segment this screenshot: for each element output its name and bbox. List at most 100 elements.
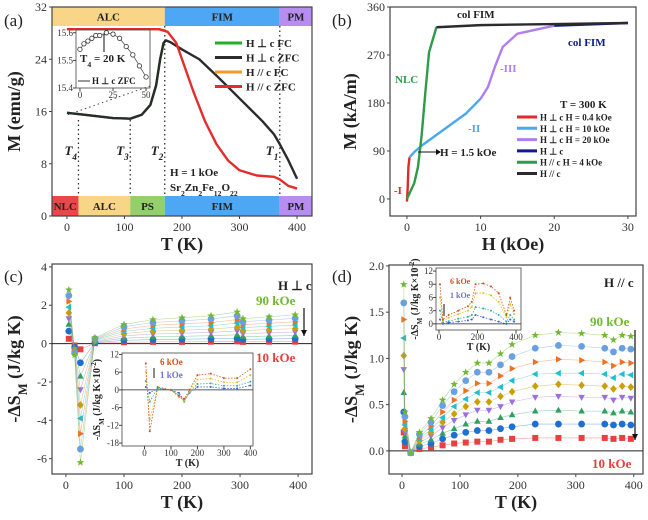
data-point: [579, 356, 586, 364]
y-tick-label: 1.0: [369, 351, 384, 365]
inset-data-point: [222, 377, 225, 380]
inset-pc: 0 100 200 300 400 -18 -12 -6 0 6 12 T (K) -ΔSM (J/kg…: [90, 349, 258, 469]
y-tick-label: 12: [424, 266, 433, 276]
data-point: [509, 365, 516, 372]
data-point: [618, 382, 626, 391]
data-point: [600, 331, 609, 339]
data-point: [207, 322, 214, 330]
data-point: [440, 408, 447, 416]
data-point: [239, 314, 247, 322]
annotation-90koe: 90 kOe: [256, 293, 296, 308]
panel-a: ALC FIM PM NLC ALC PS FIM PM T4 T3 T2 T1 0 100 200 300 4…: [4, 0, 313, 255]
y-axis-label: M (kA/m): [340, 73, 361, 149]
x-tick-label: 50: [142, 90, 152, 100]
inset-data-point: [110, 31, 116, 37]
data-point: [76, 415, 83, 422]
data-point: [450, 431, 458, 439]
inset-data-point: [222, 381, 225, 384]
inset-data-point: [482, 282, 485, 285]
x-tick-label: 400: [244, 448, 258, 458]
phase-band-alc: [78, 196, 131, 216]
series-line-40-koe: [68, 318, 296, 390]
inset-data-point: [509, 314, 512, 317]
inset-data-point: [509, 296, 512, 299]
x-tick-label: 25: [109, 90, 119, 100]
data-point: [451, 396, 458, 404]
inset-data-point: [177, 394, 180, 397]
inset-connector: [66, 85, 151, 116]
data-point: [618, 420, 626, 428]
inset-data-point: [188, 388, 191, 391]
inset-data-point: [505, 314, 508, 317]
data-point: [120, 320, 128, 328]
inset-data-point: [470, 314, 473, 317]
inset-data-point: [447, 320, 450, 323]
data-point: [65, 292, 73, 300]
data-point: [497, 392, 504, 401]
y-tick-label: -4: [37, 413, 47, 427]
annotation-i: -I: [394, 185, 402, 197]
data-point: [610, 348, 617, 356]
x-tick-label: 200: [509, 478, 527, 492]
phase-band-ps: [130, 196, 165, 216]
series-line-5: [436, 21, 628, 29]
data-point: [463, 387, 470, 395]
inset-data-point: [447, 314, 450, 317]
data-point: [485, 438, 492, 445]
x-tick-label: 10: [475, 220, 487, 234]
annotation-90koe-d: 90 kOe: [590, 314, 630, 329]
data-point: [609, 335, 618, 344]
inset-data-point: [236, 381, 239, 384]
inset-data-point: [441, 320, 444, 323]
data-point: [474, 438, 481, 445]
x-tick-label: 100: [164, 448, 178, 458]
phase-band-label: PM: [287, 201, 305, 213]
inset-data-point: [447, 316, 450, 319]
inset-data-point: [249, 384, 252, 387]
series-line-4: [405, 26, 438, 200]
data-point: [496, 383, 503, 391]
data-point: [439, 429, 446, 436]
data-point: [577, 329, 586, 337]
inset-data-point: [81, 41, 87, 47]
phase-band-label: ALC: [93, 201, 116, 213]
y-tick-label: 6: [115, 367, 120, 377]
phase-band-pm: [279, 7, 312, 26]
data-point: [618, 331, 626, 339]
data-point: [473, 368, 481, 376]
data-point: [474, 407, 481, 414]
data-point: [291, 321, 298, 329]
annotation-h-par-c: H // c: [604, 275, 634, 290]
inset-data-point: [196, 383, 199, 385]
data-point: [627, 395, 635, 402]
inset-data-point: [148, 418, 151, 421]
legend-label: H ⊥ c H = 20 kOe: [540, 135, 609, 145]
inset-data-point: [482, 316, 485, 319]
arrow-head-icon: [436, 149, 441, 155]
y-tick-label: 180: [367, 96, 385, 110]
x-tick-label: 20: [548, 220, 560, 234]
data-point: [578, 381, 585, 390]
inset-data-point: [470, 300, 473, 303]
data-point: [473, 358, 482, 367]
inset-data-point: [489, 318, 492, 321]
inset-data-point: [177, 396, 180, 399]
data-point: [485, 407, 493, 414]
series-line-1: [66, 39, 299, 180]
x-tick-label: 400: [289, 478, 307, 492]
plot-frame: [388, 264, 644, 475]
data-point: [531, 394, 539, 401]
data-point: [450, 409, 458, 418]
data-point: [627, 435, 634, 442]
inset-data-point: [441, 318, 444, 321]
data-point: [497, 404, 504, 411]
inset-data-point: [438, 318, 441, 321]
inset-data-point: [474, 306, 477, 309]
data-point: [531, 407, 539, 414]
data-point: [531, 420, 539, 428]
data-point: [406, 448, 415, 457]
y-tick-label: 24: [35, 52, 47, 66]
inset-d-label-1koe: 1 kOe: [450, 291, 471, 300]
data-point: [627, 345, 635, 353]
